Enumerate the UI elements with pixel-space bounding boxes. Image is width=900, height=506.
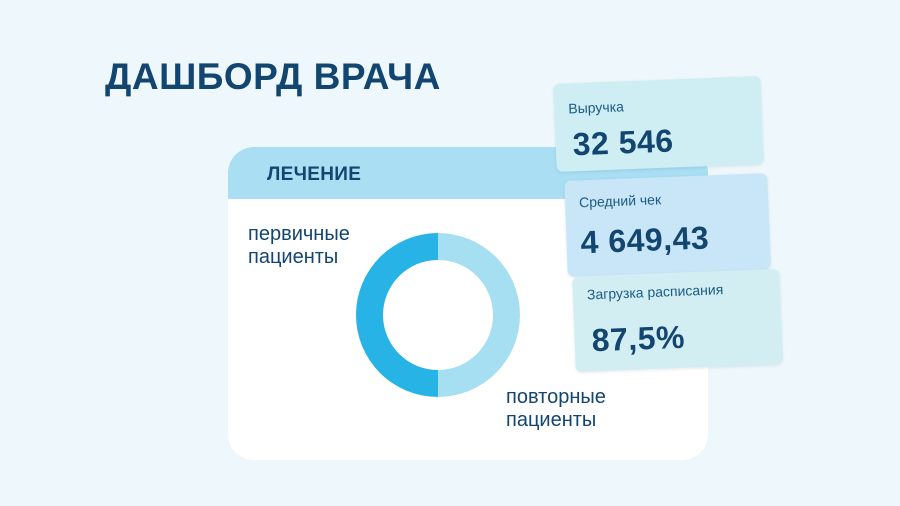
patients-donut-chart [356,233,520,397]
repeat-patients-label-line2: пациенты [506,409,597,431]
primary-patients-label-line2: пациенты [248,246,339,268]
average-check-label: Средний чек [578,191,662,211]
donut-slice-primary-patients [356,233,438,397]
repeat-patients-label-line1: повторные [506,386,606,408]
page-title: ДАШБОРД ВРАЧА [105,56,441,97]
revenue-card: Выручка 32 546 [553,76,764,172]
schedule-load-value: 87,5% [591,318,686,359]
repeat-patients-label: повторные пациенты [506,386,606,432]
primary-patients-label-line1: первичные [248,223,350,245]
average-check-value: 4 649,43 [579,219,710,261]
revenue-label: Выручка [568,98,625,117]
revenue-value: 32 546 [572,122,675,163]
donut-slice-repeat-patients [438,233,520,397]
schedule-load-card: Загрузка расписания 87,5% [572,269,783,372]
primary-patients-label: первичные пациенты [248,223,350,269]
average-check-card: Средний чек 4 649,43 [564,173,771,277]
treatment-panel-title: ЛЕЧЕНИЕ [267,164,362,185]
schedule-load-label: Загрузка расписания [586,281,724,303]
